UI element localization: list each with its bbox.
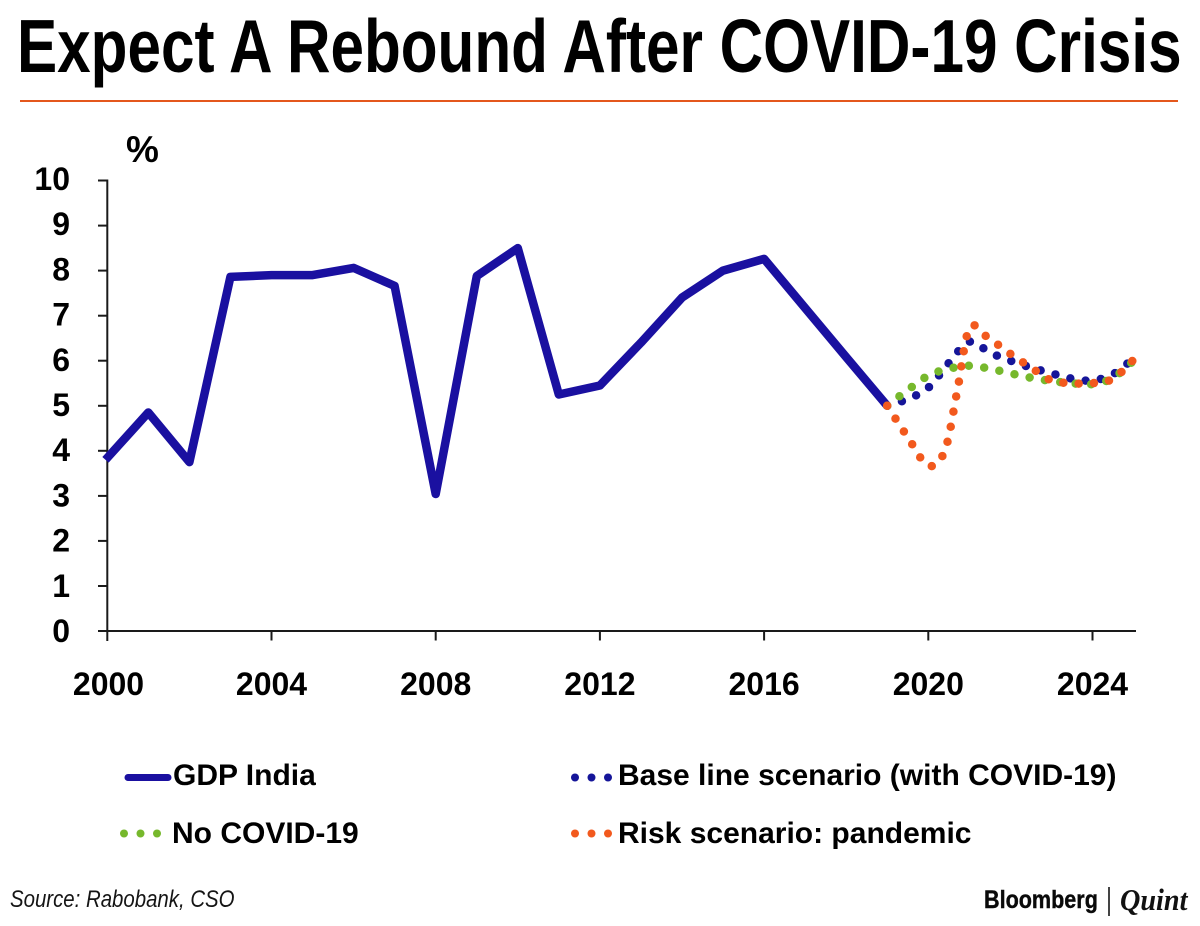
svg-text:2024: 2024 xyxy=(1057,666,1128,702)
svg-text:4: 4 xyxy=(52,432,70,468)
svg-text:2000: 2000 xyxy=(73,666,144,702)
svg-text:7: 7 xyxy=(52,297,70,333)
svg-text:9: 9 xyxy=(52,206,70,242)
svg-text:8: 8 xyxy=(52,251,70,287)
svg-text:2008: 2008 xyxy=(400,666,471,702)
svg-text:2004: 2004 xyxy=(236,666,307,702)
svg-text:6: 6 xyxy=(52,342,70,378)
svg-text:2012: 2012 xyxy=(564,666,635,702)
svg-text:5: 5 xyxy=(52,387,70,423)
svg-text:1: 1 xyxy=(52,568,70,604)
svg-text:2020: 2020 xyxy=(893,666,964,702)
svg-text:2016: 2016 xyxy=(729,666,800,702)
svg-text:0: 0 xyxy=(52,613,70,649)
svg-text:2: 2 xyxy=(52,523,70,559)
svg-text:%: % xyxy=(126,129,159,170)
svg-text:10: 10 xyxy=(34,161,70,197)
svg-text:3: 3 xyxy=(52,477,70,513)
